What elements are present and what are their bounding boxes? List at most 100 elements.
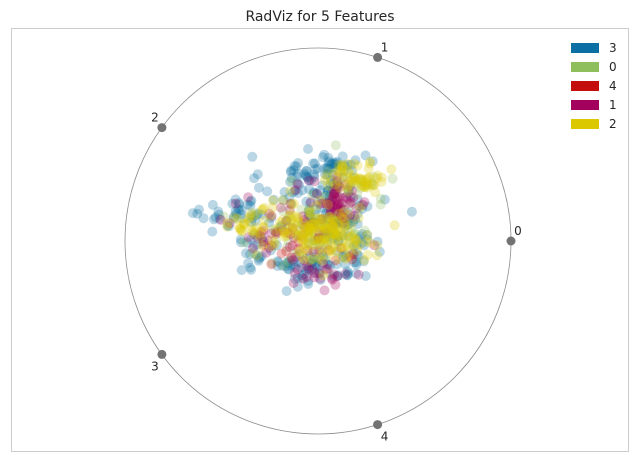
data-point (386, 164, 397, 175)
data-point (328, 225, 339, 236)
data-point (321, 264, 332, 275)
data-point (214, 213, 225, 224)
data-point (267, 235, 278, 245)
data-point (246, 195, 257, 206)
data-point (291, 161, 302, 172)
data-point (306, 258, 317, 269)
data-point (363, 163, 374, 174)
data-point (243, 192, 254, 203)
data-point (340, 269, 351, 279)
data-point (236, 225, 247, 236)
data-point (309, 254, 319, 265)
data-point (282, 242, 292, 253)
series-4-points (256, 198, 359, 270)
data-point (315, 198, 326, 209)
data-point (293, 243, 304, 254)
data-point (233, 199, 244, 210)
data-point (256, 204, 267, 215)
data-point (284, 205, 295, 216)
data-point (332, 271, 343, 282)
data-point (319, 175, 330, 185)
data-point (342, 216, 353, 227)
data-point (317, 247, 328, 258)
data-point (254, 182, 264, 193)
data-point (303, 276, 314, 286)
data-point (335, 209, 346, 220)
data-point (305, 197, 316, 208)
data-point (304, 226, 314, 237)
data-point (353, 212, 364, 223)
data-point (309, 220, 320, 231)
data-point (298, 215, 309, 225)
feature-label-1: 1 (381, 40, 389, 54)
data-point (281, 286, 292, 297)
data-point (331, 215, 342, 226)
data-point (314, 267, 325, 278)
data-point (326, 228, 337, 239)
data-point (359, 225, 370, 236)
data-point (284, 192, 295, 203)
chart-title: RadViz for 5 Features (245, 9, 394, 25)
data-point (330, 206, 341, 217)
data-point (292, 171, 303, 182)
data-point (239, 218, 250, 229)
data-point (304, 203, 315, 214)
data-point (345, 196, 356, 207)
series-3-points (187, 144, 417, 297)
data-point (299, 236, 310, 247)
data-point (319, 163, 330, 174)
data-point (293, 237, 304, 248)
data-point (338, 231, 349, 242)
data-point (306, 175, 316, 186)
data-point (224, 218, 235, 229)
data-point (367, 156, 378, 167)
data-point (322, 186, 333, 197)
data-point (297, 185, 308, 196)
data-point (304, 262, 315, 273)
data-point (357, 229, 368, 239)
data-point (252, 239, 263, 250)
data-point (322, 186, 333, 196)
data-point (323, 267, 334, 278)
data-point (304, 222, 314, 233)
data-point (325, 246, 336, 257)
data-point (360, 271, 371, 281)
data-point (348, 240, 358, 251)
data-point (316, 244, 327, 255)
data-point (302, 172, 312, 182)
data-point (333, 160, 344, 171)
data-point (366, 178, 377, 188)
data-point (290, 262, 301, 273)
data-point (323, 212, 334, 223)
data-point (305, 265, 316, 276)
data-point (297, 238, 308, 249)
data-point (308, 217, 319, 228)
series-0-points (218, 140, 398, 278)
legend-swatch-4 (571, 81, 599, 91)
data-point (274, 221, 285, 232)
data-point (350, 234, 360, 245)
feature-anchor-0 (506, 236, 516, 246)
data-point (406, 206, 417, 217)
data-point (306, 257, 317, 268)
data-point (320, 208, 331, 219)
legend-swatch-1 (571, 100, 599, 110)
data-point (325, 260, 336, 271)
data-point (296, 204, 307, 215)
data-point (327, 271, 338, 282)
data-point (328, 170, 339, 181)
data-point (318, 242, 329, 253)
data-point (258, 222, 269, 233)
data-point (352, 160, 363, 171)
data-point (245, 234, 256, 245)
data-point (323, 185, 334, 196)
data-point (333, 220, 344, 231)
data-point (272, 227, 283, 237)
data-point (309, 259, 320, 270)
data-point (295, 246, 306, 257)
data-point (235, 234, 246, 245)
data-point (352, 236, 363, 246)
data-point (362, 229, 373, 240)
data-point (328, 222, 339, 233)
data-point (338, 235, 348, 246)
